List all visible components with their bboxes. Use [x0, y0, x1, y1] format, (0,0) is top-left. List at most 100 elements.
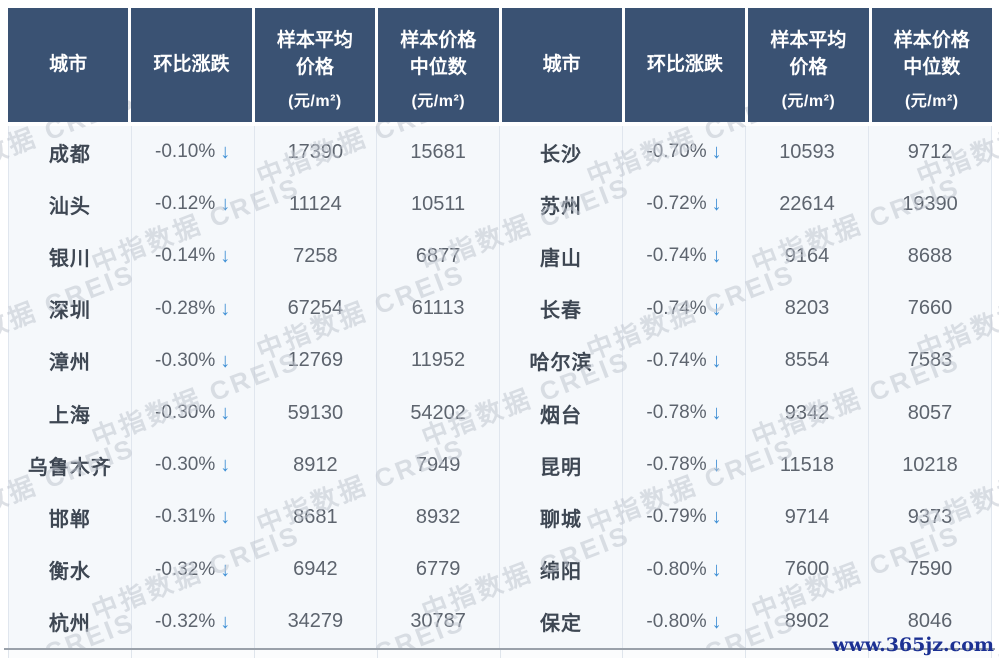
change-cell: -0.12% ↓ — [132, 178, 255, 231]
down-arrow-icon: ↓ — [711, 558, 722, 581]
city-cell: 邯郸 — [9, 491, 132, 544]
median-price-cell: 6779 — [377, 543, 500, 596]
change-value: -0.74% — [646, 245, 707, 267]
avg-price-value: 9164 — [784, 244, 830, 267]
down-arrow-icon: ↓ — [711, 193, 722, 216]
avg-price-value: 17390 — [287, 140, 344, 163]
median-price-cell: 30787 — [377, 595, 500, 648]
avg-price-value: 9342 — [784, 401, 830, 424]
table-row: 深圳 -0.28% ↓ 67254 61113 — [9, 282, 500, 335]
change-cell: -0.74% ↓ — [623, 282, 746, 335]
table-row: 唐山 -0.74% ↓ 9164 8688 — [500, 230, 991, 283]
city-name: 长春 — [540, 300, 582, 323]
avg-price-value: 8912 — [293, 453, 338, 476]
city-cell: 衡水 — [9, 543, 132, 596]
change-cell: -0.80% ↓ — [623, 595, 746, 648]
city-cell: 昆明 — [500, 439, 623, 492]
table-row: 漳州 -0.30% ↓ 12769 11952 — [9, 334, 500, 387]
header-median-price-left: 样本价格 中位数 (元/m²) — [378, 8, 499, 122]
city-name: 衡水 — [48, 561, 91, 584]
down-arrow-icon: ↓ — [711, 402, 722, 425]
table-row: 长春 -0.74% ↓ 8203 7660 — [500, 282, 991, 335]
change-value: -0.80% — [646, 610, 707, 632]
header-city-left: 城市 — [8, 8, 129, 122]
avg-price-cell: 11518 — [746, 439, 869, 492]
median-price-value: 19390 — [902, 192, 958, 215]
change-value: -0.30% — [155, 402, 216, 424]
avg-price-value: 8203 — [784, 297, 830, 320]
header-label: 城市 — [49, 53, 88, 75]
change-value: -0.12% — [155, 193, 216, 215]
down-arrow-icon: ↓ — [220, 141, 231, 164]
median-price-cell: 7949 — [377, 439, 500, 492]
header-label: 环比涨跌 — [153, 53, 230, 75]
avg-price-cell: 9342 — [746, 386, 869, 440]
header-change-right: 环比涨跌 — [624, 8, 746, 122]
change-cell: -0.70% ↓ — [623, 126, 746, 179]
table-row: 成都 -0.10% ↓ 17390 15681 — [9, 126, 500, 179]
change-value: -0.28% — [155, 297, 216, 319]
down-arrow-icon: ↓ — [711, 506, 722, 529]
table-left-half: 成都 -0.10% ↓ 17390 15681 汕头 -0.12% ↓ 1112… — [9, 126, 500, 648]
median-price-value: 7590 — [907, 558, 953, 581]
header-label: 城市 — [542, 53, 581, 75]
avg-price-cell: 8681 — [255, 491, 378, 544]
table-row: 苏州 -0.72% ↓ 22614 19390 — [500, 178, 991, 231]
median-price-value: 30787 — [410, 610, 466, 633]
median-price-value: 15681 — [410, 140, 466, 163]
median-price-cell: 10511 — [377, 178, 500, 231]
median-price-value: 9712 — [907, 140, 953, 163]
median-price-value: 7949 — [415, 453, 461, 476]
city-name: 唐山 — [540, 247, 582, 270]
city-name: 哈尔滨 — [529, 352, 593, 375]
table-row: 汕头 -0.12% ↓ 11124 10511 — [9, 178, 500, 231]
city-cell: 哈尔滨 — [500, 334, 623, 387]
avg-price-value: 22614 — [779, 192, 835, 215]
avg-price-value: 8681 — [293, 505, 338, 528]
header-unit: (元/m²) — [288, 92, 342, 110]
down-arrow-icon: ↓ — [711, 610, 722, 633]
down-arrow-icon: ↓ — [220, 558, 231, 581]
avg-price-value: 7258 — [293, 244, 338, 267]
city-name: 汕头 — [48, 195, 91, 218]
header-label: 价格 — [789, 56, 828, 78]
median-price-value: 10218 — [902, 453, 958, 476]
median-price-cell: 10218 — [869, 439, 991, 491]
change-cell: -0.28% ↓ — [132, 282, 255, 335]
median-price-cell: 9712 — [869, 126, 991, 178]
table-row: 邯郸 -0.31% ↓ 8681 8932 — [9, 491, 500, 544]
table-row: 昆明 -0.78% ↓ 11518 10218 — [500, 439, 991, 492]
change-cell: -0.72% ↓ — [623, 178, 746, 231]
city-cell: 汕头 — [9, 178, 132, 231]
city-cell: 深圳 — [9, 282, 132, 335]
down-arrow-icon: ↓ — [220, 245, 231, 268]
table-row: 乌鲁木齐 -0.30% ↓ 8912 7949 — [9, 439, 500, 492]
avg-price-value: 67254 — [287, 297, 344, 320]
median-price-value: 11952 — [411, 349, 466, 372]
change-value: -0.10% — [155, 141, 216, 163]
down-arrow-icon: ↓ — [220, 297, 231, 320]
median-price-cell: 61113 — [377, 282, 500, 335]
change-value: -0.80% — [646, 558, 707, 580]
header-avg-price-left: 样本平均 价格 (元/m²) — [254, 8, 376, 122]
avg-price-cell: 8902 — [746, 595, 869, 648]
change-cell: -0.32% ↓ — [132, 543, 255, 596]
avg-price-cell: 17390 — [255, 126, 378, 179]
median-price-cell: 8688 — [869, 230, 991, 282]
avg-price-value: 11518 — [779, 453, 835, 476]
avg-price-cell: 11124 — [255, 178, 378, 231]
header-label: 价格 — [295, 56, 334, 78]
city-name: 上海 — [48, 404, 91, 427]
avg-price-value: 12769 — [287, 349, 344, 372]
median-price-cell: 15681 — [377, 126, 500, 179]
change-value: -0.74% — [646, 297, 707, 319]
city-cell: 银川 — [9, 230, 132, 283]
city-name: 邯郸 — [48, 508, 91, 531]
table-right-half: 长沙 -0.70% ↓ 10593 9712 苏州 -0.72% ↓ 22614… — [500, 126, 991, 648]
city-name: 绵阳 — [540, 561, 582, 584]
site-url-watermark[interactable]: www.365jz.com — [831, 634, 994, 656]
avg-price-cell: 8912 — [255, 439, 378, 492]
change-cell: -0.30% ↓ — [132, 334, 255, 387]
change-cell: -0.78% ↓ — [623, 439, 746, 492]
